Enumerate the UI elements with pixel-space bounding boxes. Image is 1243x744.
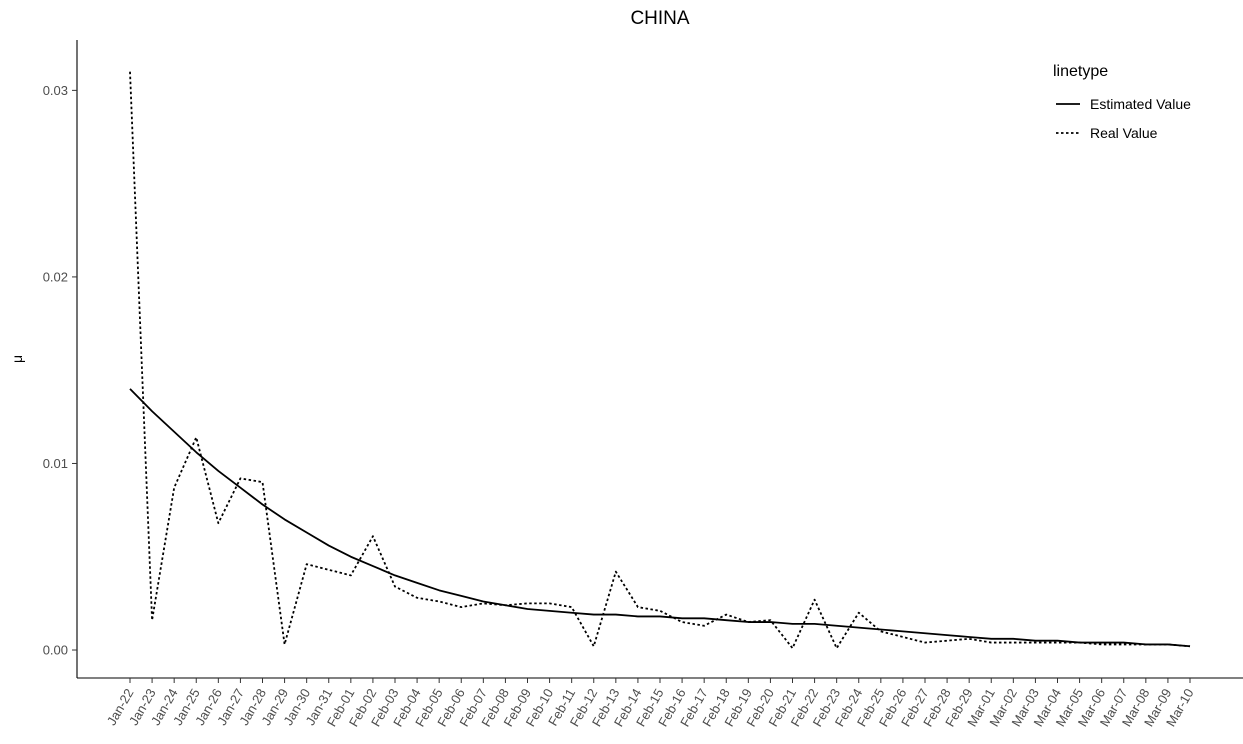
series-line-real-value: [129, 71, 1191, 650]
series-line-estimated-value: [129, 388, 1191, 648]
y-axis-title: μ: [9, 355, 25, 363]
y-tick-label: 0.01: [43, 456, 68, 471]
y-tick-label: 0.03: [43, 83, 68, 98]
x-axis-ticks: Jan-22Jan-23Jan-24Jan-25Jan-26Jan-27Jan-…: [104, 678, 1197, 729]
legend: linetype Estimated Value Real Value: [1053, 63, 1191, 141]
legend-title: linetype: [1053, 63, 1108, 80]
y-axis-ticks: 0.00 0.01 0.02 0.03: [43, 83, 77, 658]
chart-title: CHINA: [630, 8, 689, 29]
legend-label-estimated: Estimated Value: [1090, 96, 1191, 112]
y-tick-label: 0.00: [43, 643, 68, 658]
legend-label-real: Real Value: [1090, 125, 1158, 141]
series-layer: [129, 71, 1191, 650]
y-tick-label: 0.02: [43, 269, 68, 284]
